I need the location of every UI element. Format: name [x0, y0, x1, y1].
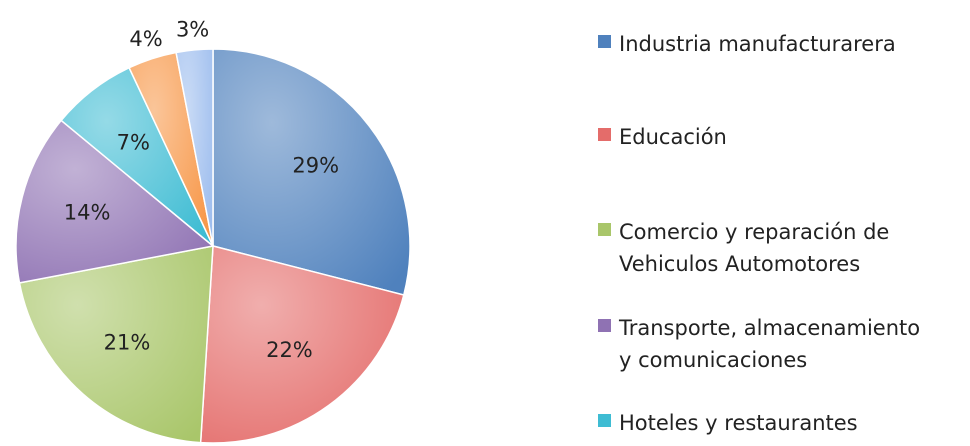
data-label: 3% — [176, 17, 209, 41]
data-label: 7% — [117, 130, 150, 154]
legend-item: Hoteles y restaurantes — [598, 407, 858, 439]
legend-label: Educación — [619, 125, 727, 149]
legend-swatch — [598, 35, 611, 48]
legend-label: Comercio y reparación de Vehiculos Autom… — [619, 220, 890, 276]
legend-swatch — [598, 414, 611, 427]
legend-swatch — [598, 128, 611, 141]
legend-item: Comercio y reparación de Vehiculos Autom… — [598, 216, 889, 280]
legend-label: Transporte, almacenamiento y comunicacio… — [619, 316, 921, 372]
slice-shade — [213, 49, 411, 295]
legend-label: Industria manufacturarera — [619, 32, 896, 56]
data-label: 22% — [266, 338, 313, 362]
slice-shade — [200, 246, 404, 443]
data-label: 4% — [129, 27, 162, 51]
slice-shade — [61, 67, 213, 246]
data-label: 21% — [104, 331, 151, 355]
slice-shade — [176, 49, 213, 246]
slice-shade — [15, 120, 213, 283]
legend-item: Transporte, almacenamiento y comunicacio… — [598, 312, 920, 376]
legend-item: Industria manufacturarera — [598, 28, 896, 60]
legend-label: Hoteles y restaurantes — [619, 411, 858, 435]
legend-item: Educación — [598, 121, 727, 153]
data-label: 14% — [64, 201, 111, 225]
legend-swatch — [598, 223, 611, 236]
legend-swatch — [598, 319, 611, 332]
data-label: 29% — [292, 153, 339, 177]
slice-shade — [129, 52, 213, 246]
slice-shade — [19, 246, 214, 443]
